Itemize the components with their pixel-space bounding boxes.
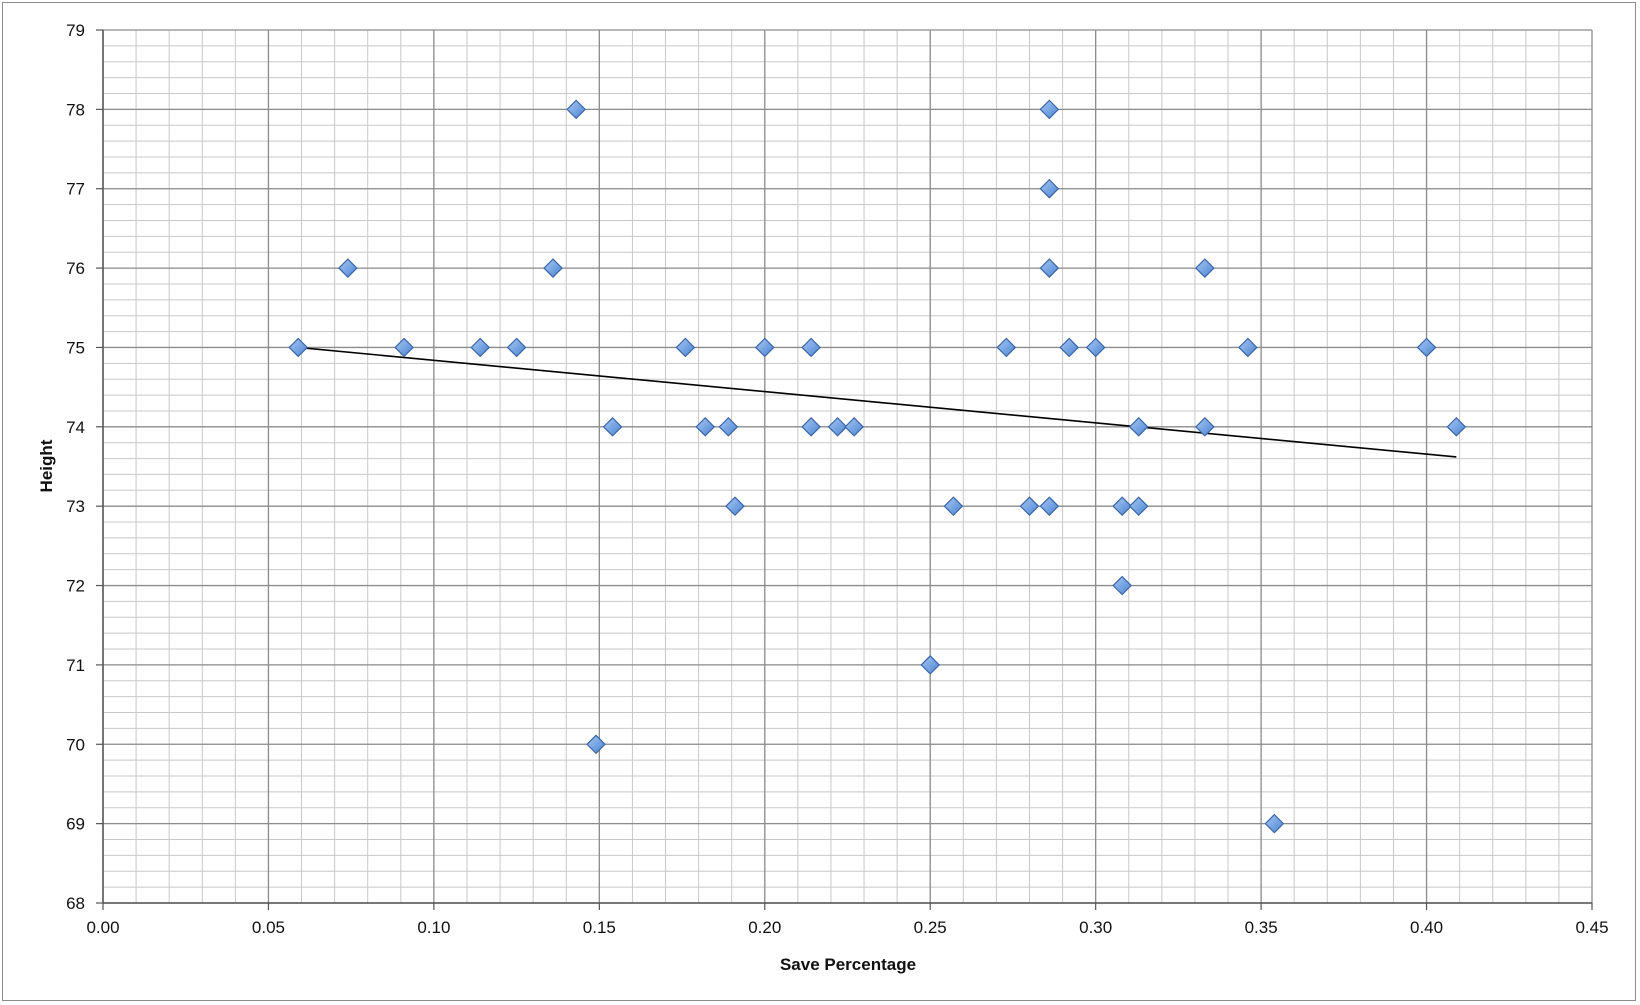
y-tick-label: 79	[66, 21, 85, 40]
data-point-marker	[1416, 337, 1437, 358]
y-tick-label: 78	[66, 100, 85, 119]
data-point-marker	[827, 416, 848, 437]
data-point-marker	[470, 337, 491, 358]
x-tick-label: 0.45	[1575, 918, 1608, 937]
y-tick-label: 77	[66, 180, 85, 199]
data-point-marker	[543, 258, 563, 278]
data-point-marker	[1238, 337, 1258, 358]
x-tick-label: 0.00	[86, 918, 119, 937]
data-point-marker	[586, 734, 606, 755]
data-point-marker	[1039, 496, 1060, 517]
data-point-marker	[801, 416, 821, 437]
data-point-marker	[1112, 496, 1132, 517]
data-point-marker	[1039, 258, 1060, 278]
x-tick-label: 0.25	[914, 918, 947, 937]
y-tick-label: 69	[66, 815, 85, 834]
data-point-marker	[996, 337, 1017, 358]
data-point-marker	[338, 258, 358, 278]
data-point-marker	[1059, 337, 1080, 358]
data-points	[288, 99, 1467, 834]
y-tick-label: 73	[66, 497, 85, 516]
data-point-marker	[1195, 416, 1215, 437]
data-point-marker	[718, 416, 739, 437]
linear-trendline	[298, 346, 1457, 458]
y-tick-label: 76	[66, 259, 85, 278]
data-point-marker	[1039, 99, 1060, 120]
data-point-marker	[602, 416, 623, 437]
data-point-marker	[1112, 575, 1132, 596]
axes	[96, 29, 1593, 910]
data-point-marker	[801, 337, 821, 358]
y-tick-label: 68	[66, 894, 85, 913]
data-point-marker	[920, 655, 941, 675]
x-tick-label: 0.40	[1410, 918, 1443, 937]
data-point-marker	[725, 496, 745, 517]
x-tick-label: 0.35	[1245, 918, 1278, 937]
minor-gridlines	[102, 29, 1593, 904]
data-point-marker	[1019, 496, 1040, 517]
major-gridlines	[102, 29, 1593, 904]
x-axis-title: Save Percentage	[780, 955, 916, 974]
data-point-marker	[394, 337, 414, 358]
data-point-marker	[943, 496, 964, 517]
y-axis-tick-labels: 68 69 70 71 72 73 74 75 76 77 78 79	[66, 21, 85, 913]
data-point-marker	[1039, 178, 1060, 199]
y-axis-title: Height	[37, 439, 56, 492]
data-point-marker	[675, 337, 696, 358]
x-tick-label: 0.30	[1079, 918, 1112, 937]
x-tick-label: 0.20	[748, 918, 781, 937]
trendline-group	[298, 346, 1457, 458]
x-axis-tick-labels: 0.00 0.05 0.10 0.15 0.20 0.25 0.30 0.35 0.40 0.45	[86, 918, 1608, 937]
data-point-marker	[1128, 416, 1149, 437]
y-tick-label: 74	[66, 418, 85, 437]
data-point-marker	[1264, 813, 1285, 834]
y-tick-label: 70	[66, 735, 85, 754]
data-point-marker	[844, 416, 864, 437]
x-tick-label: 0.05	[252, 918, 285, 937]
x-tick-label: 0.10	[417, 918, 450, 937]
data-point-marker	[1446, 416, 1467, 437]
y-tick-label: 75	[66, 338, 85, 357]
data-point-marker	[754, 337, 775, 358]
data-point-marker	[1195, 258, 1215, 278]
data-point-marker	[1085, 337, 1106, 358]
x-tick-label: 0.15	[583, 918, 616, 937]
data-point-marker	[288, 337, 309, 358]
data-point-marker	[566, 99, 587, 120]
data-point-marker	[506, 337, 527, 358]
data-point-marker	[1128, 496, 1149, 517]
y-tick-label: 71	[66, 656, 85, 675]
data-point-marker	[695, 416, 716, 437]
y-tick-label: 72	[66, 577, 85, 596]
